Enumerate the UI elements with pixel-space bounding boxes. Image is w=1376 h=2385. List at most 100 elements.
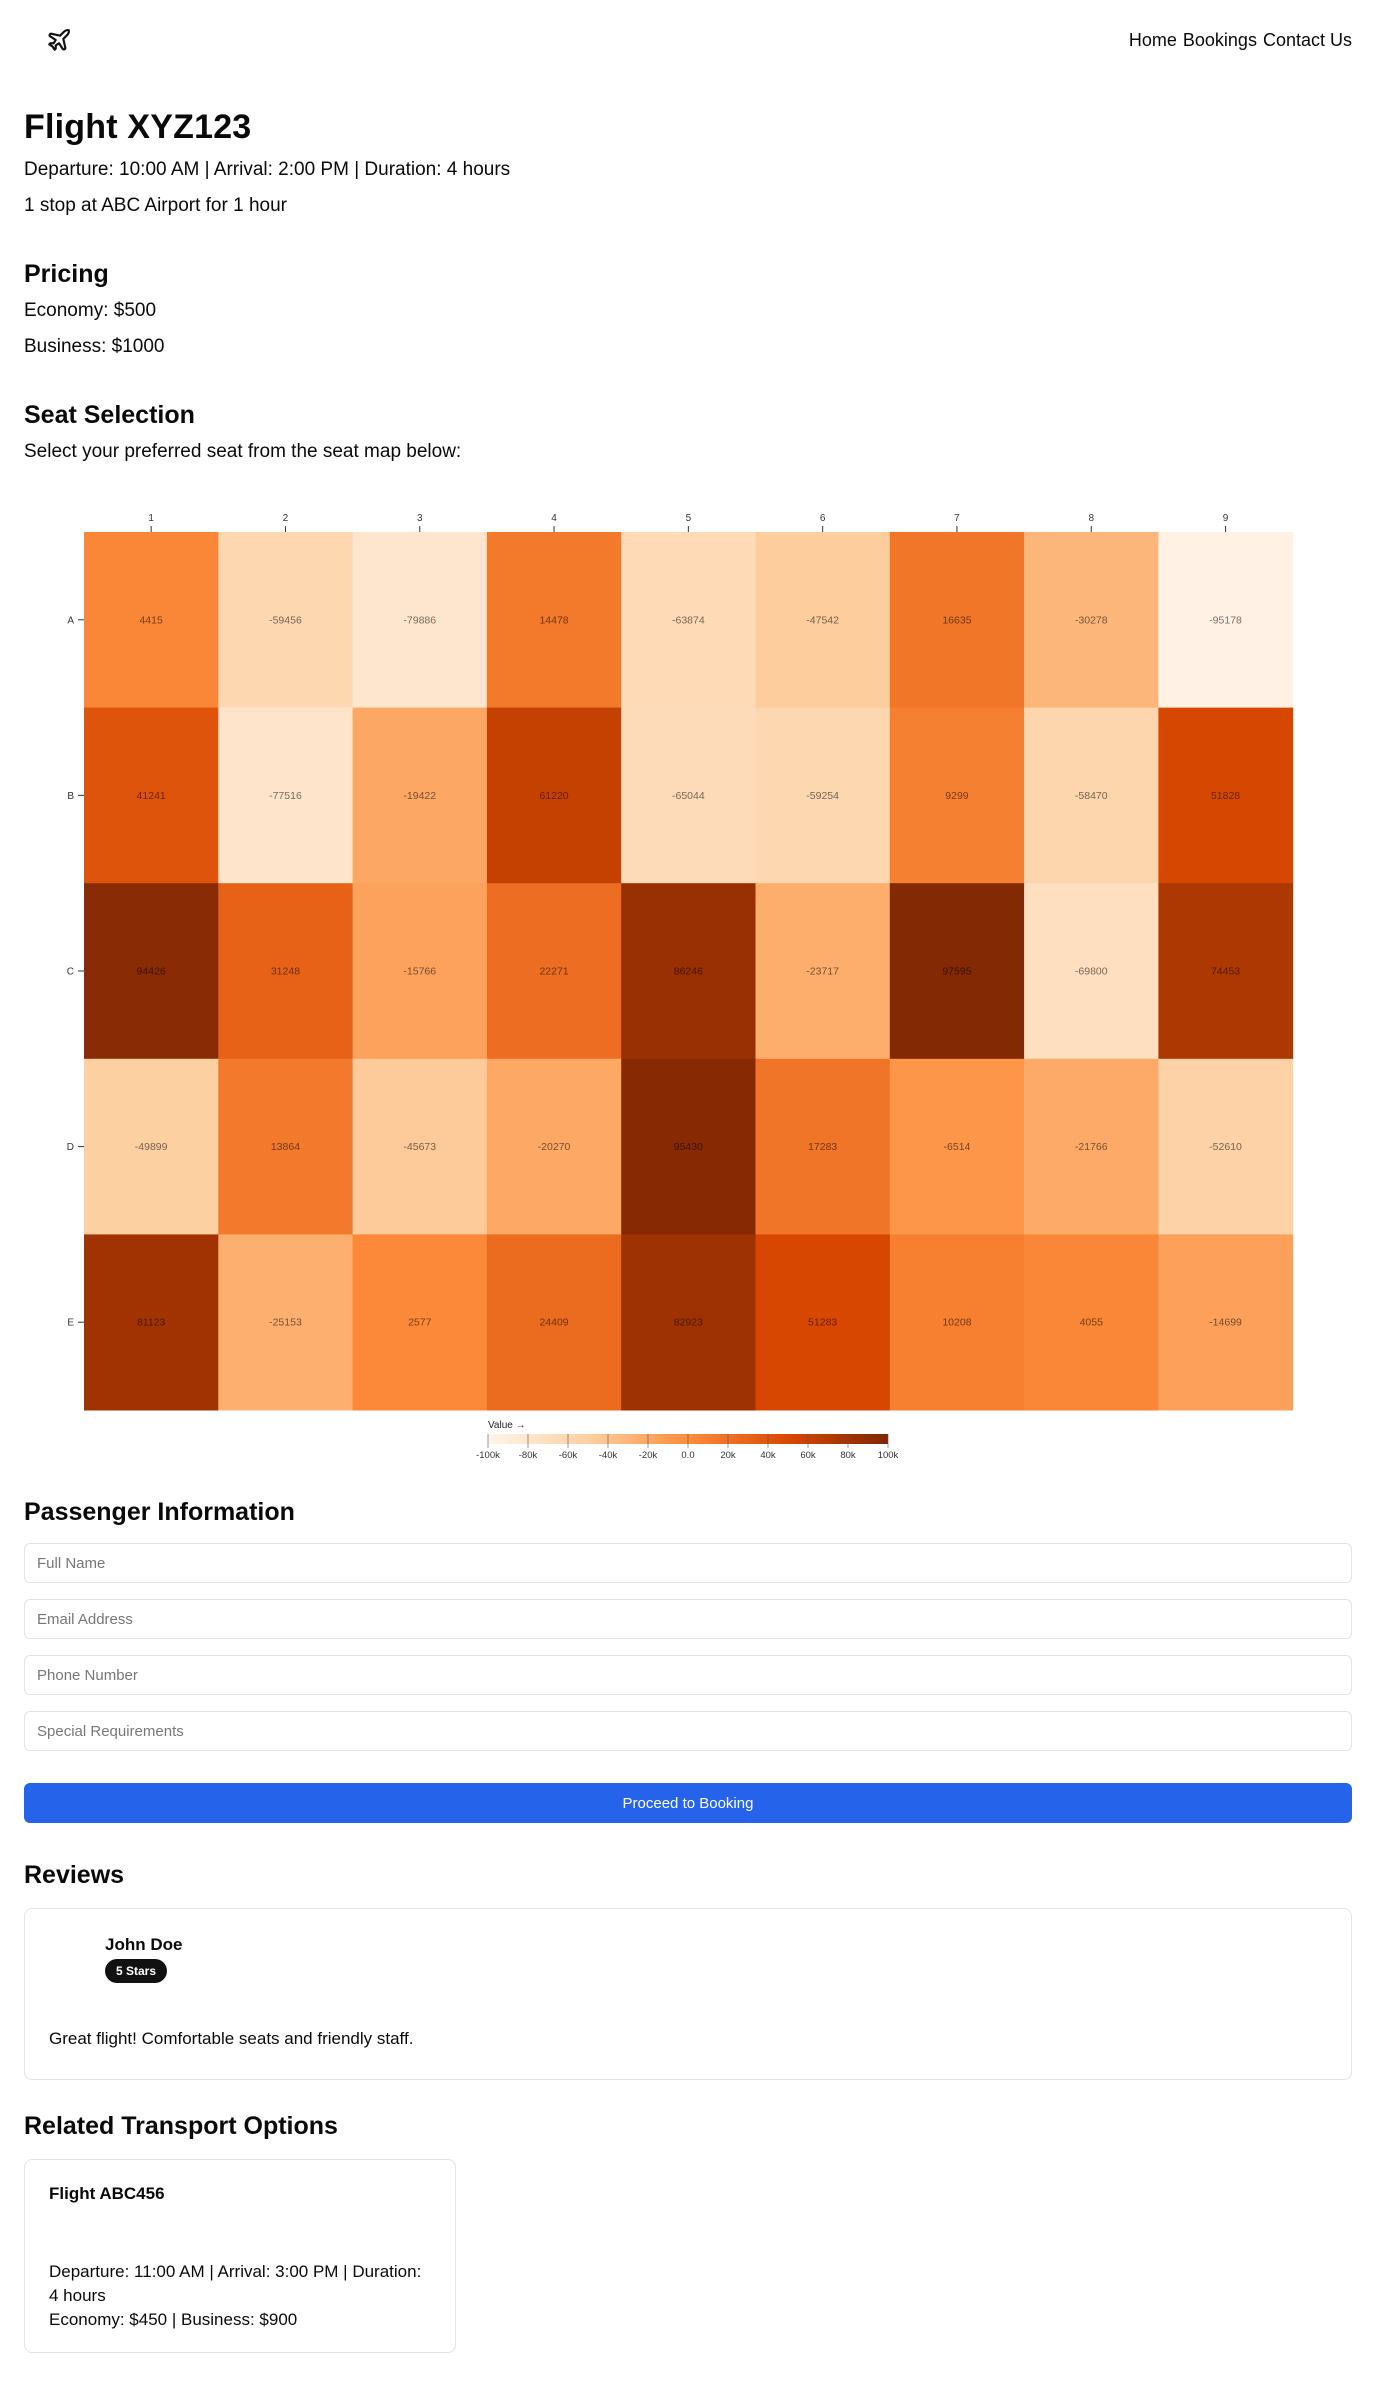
cell-value-label: 13864 <box>271 1141 300 1153</box>
seat-selection-subtitle: Select your preferred seat from the seat… <box>24 441 462 462</box>
cell-value-label: -59254 <box>806 790 839 802</box>
seat-heatmap-svg: 1 2 3 4 5 6 7 8 9 A B C D E 4415 -59456 -79886 14478 -6387… <box>67 513 1294 1461</box>
pricing-section: Pricing Economy: $500 Business: $1000 <box>24 262 1352 365</box>
legend-tick-label: 0.0 <box>681 1450 694 1461</box>
heatmap-cell <box>486 1234 622 1411</box>
site-header: Home Bookings Contact Us <box>0 0 1376 80</box>
cell-value-label: 61220 <box>539 790 568 802</box>
seat-selection-heading: Seat Selection <box>24 401 195 429</box>
flight-title: Flight XYZ123 <box>24 108 252 146</box>
cell-value-label: 22271 <box>539 966 568 978</box>
reviews-section: Reviews John Doe 5 Stars Great flight! C… <box>24 1863 1352 2080</box>
special-requirements-input[interactable] <box>24 1711 1352 1751</box>
heatmap-cell <box>1158 883 1294 1060</box>
nav-contact-link[interactable]: Contact Us <box>1262 29 1352 50</box>
cell-value-label: -45673 <box>403 1141 436 1153</box>
passenger-section: Passenger Information Proceed to Booking <box>24 1500 1352 1823</box>
legend-tick-label: 100k <box>878 1450 899 1461</box>
cell-value-label: 4415 <box>139 614 163 626</box>
cell-value-label: 94426 <box>137 966 166 978</box>
x-tick-label: 5 <box>686 513 692 524</box>
heatmap-cell <box>352 1234 488 1411</box>
x-tick-label: 9 <box>1223 513 1229 524</box>
heatmap-cell <box>621 707 756 884</box>
cell-value-label: 51828 <box>1211 790 1240 802</box>
nav-bookings-link[interactable]: Bookings <box>1182 29 1257 50</box>
related-transport-section: Related Transport Options Flight ABC456 … <box>24 2114 1352 2353</box>
cell-value-label: -79886 <box>403 614 436 626</box>
cell-value-label: 51283 <box>808 1317 837 1329</box>
legend-tick-label: 80k <box>840 1450 856 1461</box>
heatmap-cell <box>1158 1234 1294 1411</box>
y-tick-label: D <box>67 1142 74 1153</box>
heatmap-cell <box>755 532 891 709</box>
heatmap-cell <box>218 1058 354 1235</box>
cell-value-label: -14699 <box>1209 1317 1242 1329</box>
flight-times: Departure: 10:00 AM | Arrival: 2:00 PM |… <box>24 159 511 180</box>
heatmap-cell <box>621 883 756 1060</box>
passenger-heading: Passenger Information <box>24 1498 295 1526</box>
legend-title: Value → <box>488 1420 526 1431</box>
y-tick-label: A <box>67 615 74 626</box>
heatmap-cell <box>218 532 354 709</box>
heatmap-cell <box>352 532 488 709</box>
y-tick-label: E <box>67 1318 74 1329</box>
heatmap-cell <box>84 883 219 1060</box>
heatmap-cell <box>84 1058 219 1235</box>
cell-value-label: 97595 <box>942 966 971 978</box>
legend-tick-label: 20k <box>720 1450 736 1461</box>
heatmap-cell <box>486 883 622 1060</box>
cell-value-label: -59456 <box>269 614 302 626</box>
seat-map-chart: 1 2 3 4 5 6 7 8 9 A B C D E 4415 -59456 -79886 14478 -6387… <box>0 476 1376 1476</box>
cell-value-label: 81123 <box>137 1317 166 1329</box>
legend-tick-label: -20k <box>639 1450 658 1461</box>
heatmap-cell <box>84 532 219 709</box>
x-tick-label: 2 <box>283 513 289 524</box>
cell-value-label: -65044 <box>672 790 705 802</box>
legend-tick-label: -100k <box>476 1450 500 1461</box>
cell-value-label: 17283 <box>808 1141 837 1153</box>
main-content: Flight XYZ123 Departure: 10:00 AM | Arri… <box>0 110 1376 2353</box>
main-nav: Home Bookings Contact Us <box>1129 30 1352 51</box>
reviewer-name: John Doe <box>105 1935 183 1954</box>
cell-value-label: -30278 <box>1075 614 1108 626</box>
x-tick-label: 6 <box>820 513 826 524</box>
cell-value-label: -95178 <box>1209 614 1242 626</box>
nav-home-link[interactable]: Home <box>1128 29 1177 50</box>
email-input[interactable] <box>24 1599 1352 1639</box>
cell-value-label: -21766 <box>1075 1141 1108 1153</box>
full-name-input[interactable] <box>24 1543 1352 1583</box>
cell-value-label: 24409 <box>539 1317 568 1329</box>
heatmap-cell <box>1158 707 1294 884</box>
heatmap-cell <box>84 707 219 884</box>
related-option-card[interactable]: Flight ABC456 Departure: 11:00 AM | Arri… <box>24 2159 456 2353</box>
cell-value-label: 4055 <box>1080 1317 1104 1329</box>
cell-value-label: -77516 <box>269 790 302 802</box>
heatmap-cell <box>218 883 354 1060</box>
cell-value-label: -25153 <box>269 1317 302 1329</box>
related-option-prices: Economy: $450 | Business: $900 <box>49 2310 298 2329</box>
x-tick-label: 3 <box>417 513 423 524</box>
related-heading: Related Transport Options <box>24 2112 338 2140</box>
cell-value-label: -47542 <box>806 614 839 626</box>
cell-value-label: 10208 <box>942 1317 971 1329</box>
cell-value-label: 86246 <box>674 966 703 978</box>
phone-input[interactable] <box>24 1655 1352 1695</box>
legend-tick-label: 40k <box>760 1450 776 1461</box>
cell-value-label: -15766 <box>403 966 436 978</box>
cell-value-label: -20270 <box>538 1141 571 1153</box>
heatmap-cell <box>621 532 756 709</box>
plane-icon[interactable] <box>46 26 74 54</box>
x-tick-label: 1 <box>148 513 154 524</box>
pricing-heading: Pricing <box>24 260 109 288</box>
cell-value-label: -63874 <box>672 614 705 626</box>
proceed-to-booking-button[interactable]: Proceed to Booking <box>24 1783 1352 1823</box>
cell-value-label: -69800 <box>1075 966 1108 978</box>
x-tick-label: 8 <box>1088 513 1094 524</box>
flight-stops: 1 stop at ABC Airport for 1 hour <box>24 195 287 216</box>
legend-tick-label: 60k <box>800 1450 816 1461</box>
cell-value-label: 9299 <box>945 790 969 802</box>
heatmap-cell <box>1024 532 1159 709</box>
heatmap-cell <box>889 707 1025 884</box>
cell-value-label: 2577 <box>408 1317 432 1329</box>
